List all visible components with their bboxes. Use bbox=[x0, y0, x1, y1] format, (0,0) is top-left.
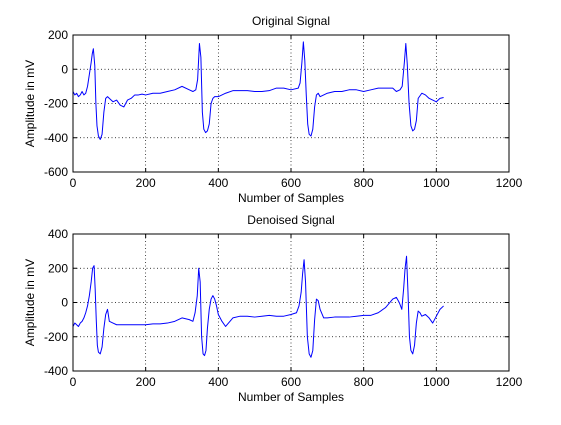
chart2-x-tick-label-1: 200 bbox=[136, 375, 156, 389]
chart2-y-tick-label-0: -400 bbox=[44, 364, 68, 378]
chart1-x-tick-label-6: 1200 bbox=[496, 176, 523, 190]
chart1-y-tick-label-3: 0 bbox=[61, 62, 68, 76]
chart1-y-tick-label-4: 200 bbox=[48, 28, 68, 42]
chart2-y-tick-label-3: 200 bbox=[48, 261, 68, 275]
chart1-x-tick-label-4: 800 bbox=[354, 176, 374, 190]
chart1-title: Original Signal bbox=[252, 14, 330, 28]
chart1-y-tick-label-2: -200 bbox=[44, 97, 68, 111]
chart2-x-axis-label: Number of Samples bbox=[238, 390, 344, 404]
chart2-x-tick-label-5: 1000 bbox=[423, 375, 450, 389]
chart1-y-tick-label-0: -600 bbox=[44, 165, 68, 179]
chart1-x-tick-label-1: 200 bbox=[136, 176, 156, 190]
chart1-series-1-line bbox=[72, 41, 444, 140]
chart2-x-tick-label-0: 0 bbox=[70, 375, 77, 389]
chart1-y-tick-label-1: -400 bbox=[44, 131, 68, 145]
chart1-x-tick-label-0: 0 bbox=[70, 176, 77, 190]
chart2-x-tick-label-6: 1200 bbox=[496, 375, 523, 389]
chart1-x-tick-label-3: 600 bbox=[281, 176, 301, 190]
chart2-y-axis-label: Amplitude in mV bbox=[23, 259, 37, 346]
chart2-y-tick-label-1: -200 bbox=[44, 330, 68, 344]
chart1-x-axis-label: Number of Samples bbox=[238, 191, 344, 205]
chart2-x-tick-label-2: 400 bbox=[208, 375, 228, 389]
chart2-series-1-line bbox=[72, 255, 444, 358]
chart1-group: 0 200 400 600 800 1000 1200 -600 -400 -200 0 200 Ori… bbox=[23, 14, 523, 205]
chart2-y-tick-label-4: 400 bbox=[48, 227, 68, 241]
chart2-x-tick-label-4: 800 bbox=[354, 375, 374, 389]
chart2-y-tick-label-2: 0 bbox=[61, 296, 68, 310]
chart2-title: Denoised Signal bbox=[247, 213, 334, 227]
chart1-y-axis-label: Amplitude in mV bbox=[23, 60, 37, 147]
chart2-x-tick-label-3: 600 bbox=[281, 375, 301, 389]
chart2-group: 0 200 400 600 800 1000 1200 -400 -200 0 200 400 Deno… bbox=[23, 213, 523, 404]
chart1-x-tick-label-2: 400 bbox=[208, 176, 228, 190]
chart1-x-tick-label-5: 1000 bbox=[423, 176, 450, 190]
